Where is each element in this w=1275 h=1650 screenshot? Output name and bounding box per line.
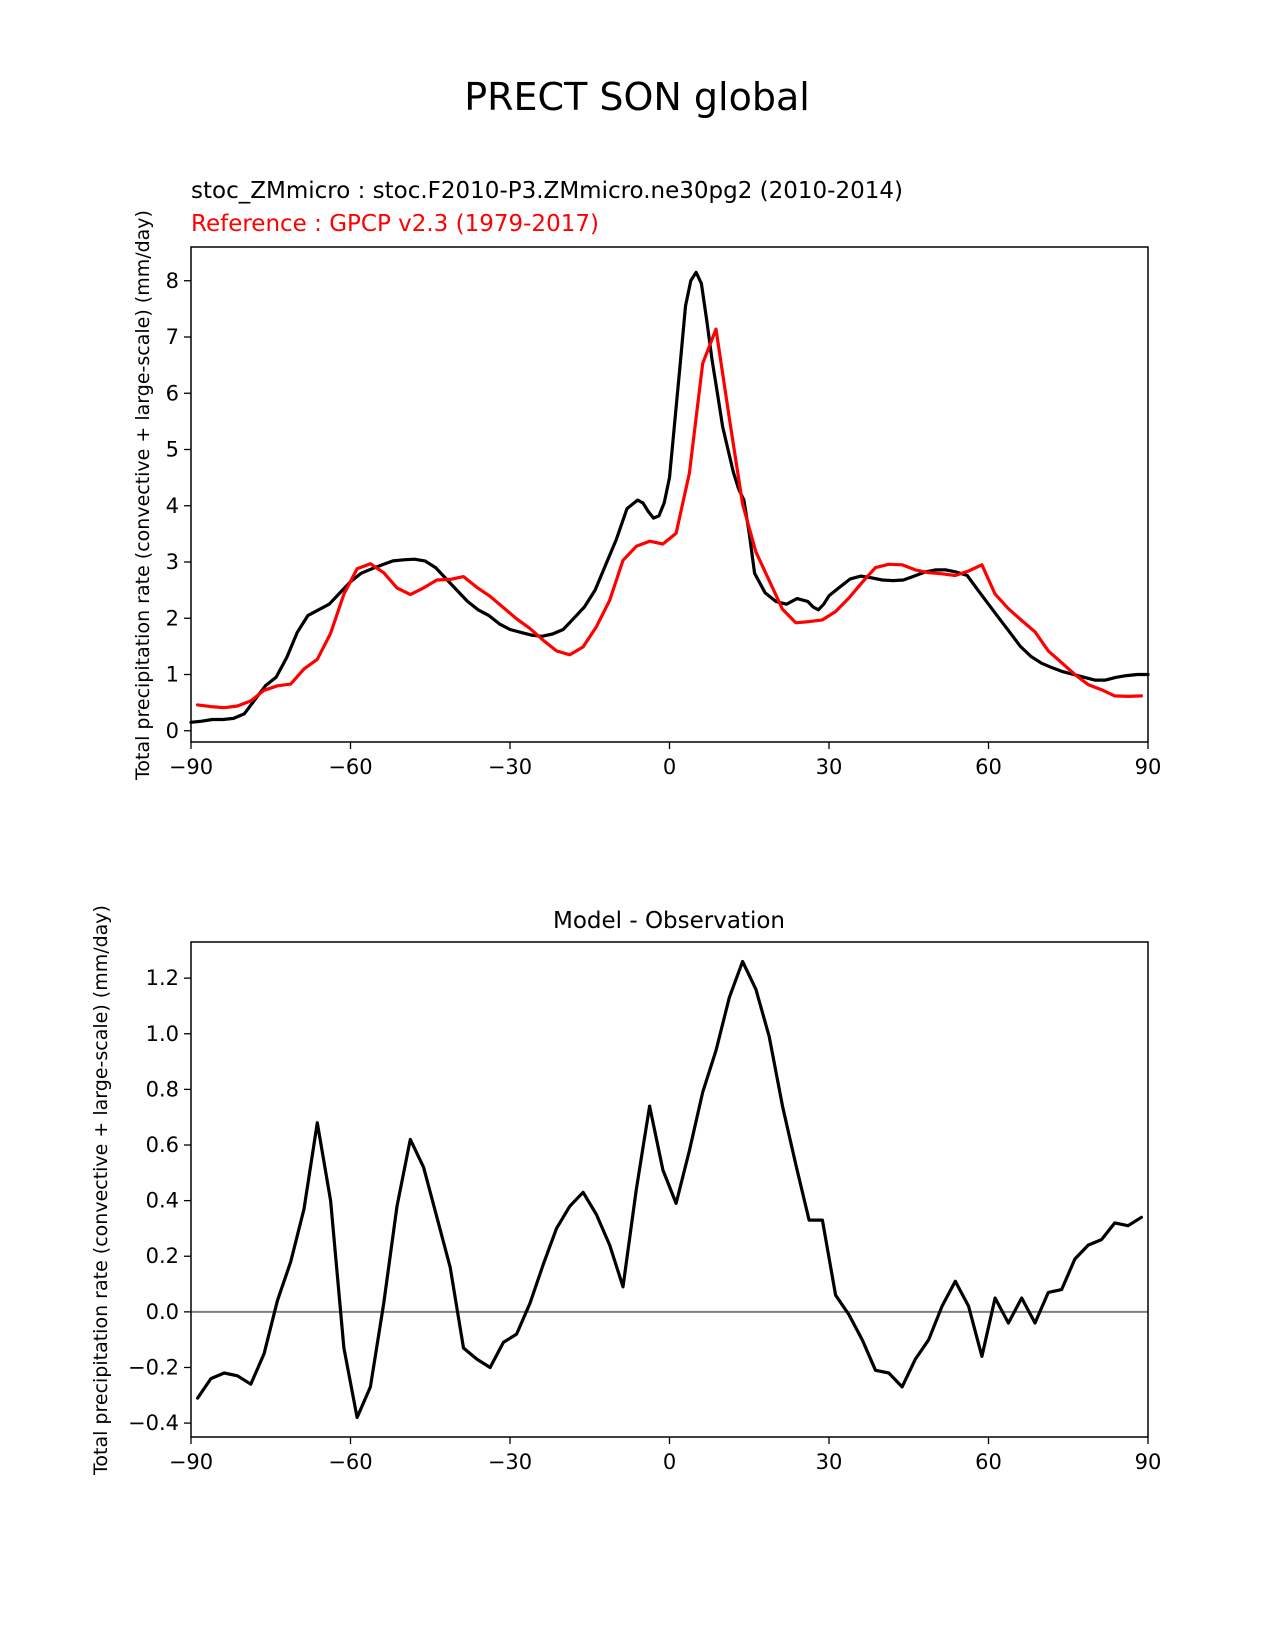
bottom-y-tick-label: 1.0 <box>146 1022 179 1046</box>
figure-suptitle: PRECT SON global <box>464 75 810 119</box>
top-y-tick-label: 2 <box>166 606 179 630</box>
bottom-y-tick-label: 0.8 <box>146 1077 179 1101</box>
bottom-y-tick-label: 0.4 <box>146 1189 179 1213</box>
top-y-tick-label: 7 <box>166 325 179 349</box>
bottom-y-tick-label: 0.0 <box>146 1300 179 1324</box>
top-y-tick-label: 8 <box>166 269 179 293</box>
bottom-y-tick-label: 1.2 <box>146 966 179 990</box>
bottom-x-tick-label: −30 <box>488 1450 532 1474</box>
top-title-reference: Reference : GPCP v2.3 (1979-2017) <box>191 211 599 237</box>
top-y-tick-label: 5 <box>166 438 179 462</box>
top-y-axis-label: Total precipitation rate (convective + l… <box>132 210 154 781</box>
bottom-x-axis: −90 −60 −30 0 30 60 90 <box>169 1437 1162 1474</box>
top-x-tick-label: −30 <box>488 755 532 779</box>
top-x-tick-label: 30 <box>816 755 843 779</box>
bottom-y-tick-label: −0.4 <box>128 1411 179 1435</box>
top-series-group <box>189 270 1150 724</box>
bottom-x-tick-label: 30 <box>816 1450 843 1474</box>
bottom-y-tick-label: 0.6 <box>146 1133 179 1157</box>
top-x-tick-label: 60 <box>975 755 1002 779</box>
bottom-y-axis: −0.4 −0.2 0.0 0.2 0.4 0.6 0.8 1.0 1.2 <box>128 966 191 1435</box>
top-series-line-reference <box>196 327 1144 710</box>
top-x-tick-label: 0 <box>663 755 676 779</box>
bottom-series-group <box>196 959 1144 1420</box>
top-series-line-model <box>189 270 1150 724</box>
top-y-tick-label: 0 <box>166 719 179 743</box>
top-title-model: stoc_ZMmicro : stoc.F2010-P3.ZMmicro.ne3… <box>191 178 903 204</box>
top-y-tick-label: 1 <box>166 663 179 687</box>
top-y-tick-label: 4 <box>166 494 179 518</box>
top-x-tick-label: −60 <box>328 755 372 779</box>
bottom-y-axis-label: Total precipitation rate (convective + l… <box>90 905 112 1476</box>
bottom-x-tick-label: 60 <box>975 1450 1002 1474</box>
top-x-tick-label: 90 <box>1135 755 1162 779</box>
top-y-axis: 0 1 2 3 4 5 6 7 8 <box>166 269 191 743</box>
bottom-x-tick-label: 90 <box>1135 1450 1162 1474</box>
panel-top: stoc_ZMmicro : stoc.F2010-P3.ZMmicro.ne3… <box>132 178 1161 781</box>
bottom-x-tick-label: 0 <box>663 1450 676 1474</box>
bottom-x-tick-label: −60 <box>328 1450 372 1474</box>
panel-bottom: Model - Observation −90 −60 −30 0 30 60 90 −0.… <box>90 905 1161 1476</box>
top-y-tick-label: 6 <box>166 381 179 405</box>
bottom-title: Model - Observation <box>553 908 785 934</box>
bottom-y-tick-label: −0.2 <box>128 1355 179 1379</box>
top-x-tick-label: −90 <box>169 755 213 779</box>
bottom-series-line-model <box>196 959 1144 1420</box>
bottom-x-tick-label: −90 <box>169 1450 213 1474</box>
top-x-axis: −90 −60 −30 0 30 60 90 <box>169 742 1162 779</box>
top-y-tick-label: 3 <box>166 550 179 574</box>
bottom-y-tick-label: 0.2 <box>146 1244 179 1268</box>
